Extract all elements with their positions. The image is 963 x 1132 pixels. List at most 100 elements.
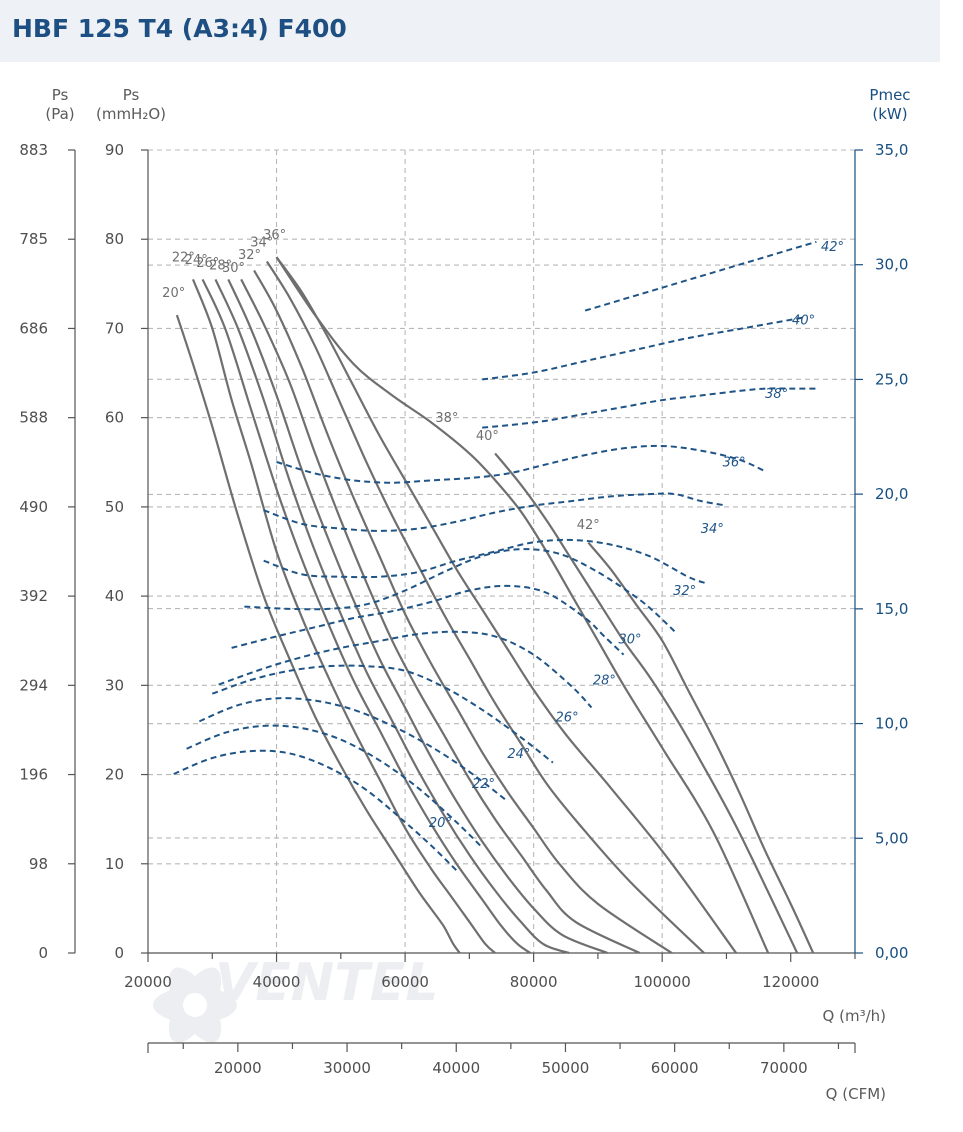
- power-curve: [276, 444, 766, 484]
- left-mmh2o-label: Ps: [123, 86, 140, 104]
- power-curve-label: 22°: [472, 777, 495, 792]
- tick-label-mmh2o: 90: [105, 141, 124, 159]
- power-curve-label: 32°: [673, 584, 696, 599]
- pressure-curve-label: 30°: [222, 261, 245, 276]
- power-curve-label: 20°: [429, 816, 452, 831]
- pressure-curve: [175, 314, 461, 954]
- power-curve: [218, 630, 593, 709]
- power-curve-label: 24°: [507, 747, 530, 762]
- tick-label-mmh2o: 60: [105, 409, 124, 427]
- pressure-curve-label: 34°: [250, 235, 273, 250]
- tick-label-pa: 490: [19, 498, 48, 516]
- title-bar: HBF 125 T4 (A3:4) F400: [0, 0, 940, 62]
- tick-label-mmh2o: 30: [105, 676, 124, 694]
- pressure-curve-label: 26°: [196, 256, 219, 271]
- tick-label-kw: 30,0: [875, 256, 908, 274]
- tick-label-pa: 883: [19, 141, 48, 159]
- power-curve: [211, 664, 554, 764]
- pressure-curve-label: 42°: [577, 518, 600, 533]
- power-curve-label: 26°: [556, 710, 579, 725]
- power-curve: [199, 697, 509, 803]
- watermark-text: VENTEL: [215, 953, 438, 1013]
- tick-label-cfm: 30000: [323, 1059, 371, 1077]
- power-curve-label: 42°: [821, 240, 844, 255]
- power-curve: [482, 387, 817, 429]
- pressure-curve-label: 32°: [238, 248, 261, 263]
- tick-label-pa: 392: [19, 587, 48, 605]
- power-curve-label: 40°: [792, 313, 815, 328]
- left-mmh2o-unit: (mmH₂O): [96, 105, 166, 123]
- page-title: HBF 125 T4 (A3:4) F400: [12, 14, 347, 43]
- grid-lines: [148, 149, 855, 953]
- right-kw-unit: (kW): [872, 105, 907, 123]
- curve-labels: 20°22°24°26°28°30°32°34°36°38°40°42°20°2…: [162, 228, 844, 831]
- tick-label-mmh2o: 10: [105, 855, 124, 873]
- pressure-curve: [214, 278, 570, 955]
- tick-label-m3h: 100000: [634, 973, 691, 991]
- pressure-curve-label: 36°: [263, 228, 286, 243]
- tick-label-cfm: 60000: [651, 1059, 699, 1077]
- tick-label-pa: 785: [19, 230, 48, 248]
- tick-label-m3h: 60000: [381, 973, 429, 991]
- pressure-curve: [201, 278, 532, 954]
- tick-label-pa: 686: [19, 319, 48, 337]
- power-curve: [263, 492, 727, 532]
- pressure-curve-label: 28°: [209, 259, 232, 274]
- power-curve: [231, 584, 625, 656]
- pressure-curve: [275, 256, 770, 954]
- pressure-curve: [265, 260, 705, 954]
- pressure-curve: [191, 278, 496, 954]
- pressure-curve-label: 40°: [476, 429, 499, 444]
- power-curve-label: 28°: [593, 674, 616, 689]
- tick-label-pa: 98: [29, 855, 48, 873]
- power-curve: [482, 316, 804, 381]
- tick-label-cfm: 40000: [432, 1059, 480, 1077]
- left-pa-unit: (Pa): [45, 105, 74, 123]
- fan-icon: [153, 967, 237, 1043]
- power-curve: [263, 538, 708, 585]
- tick-label-kw: 20,0: [875, 485, 908, 503]
- power-curve-label: 30°: [619, 632, 642, 647]
- bottom-m3h-label: Q (m³/h): [823, 1007, 886, 1025]
- tick-label-kw: 10,0: [875, 715, 908, 733]
- power-curve-label: 38°: [765, 387, 788, 402]
- tick-label-mmh2o: 40: [105, 587, 124, 605]
- pressure-curve: [275, 256, 737, 954]
- tick-label-pa: 196: [19, 766, 48, 784]
- power-curves: [173, 240, 817, 872]
- tick-label-m3h: 80000: [510, 973, 558, 991]
- watermark-logo: VENTEL: [153, 953, 438, 1043]
- tick-label-mmh2o: 80: [105, 230, 124, 248]
- pressure-curves: [175, 256, 815, 955]
- tick-label-mmh2o: 20: [105, 766, 124, 784]
- tick-label-m3h: 120000: [762, 973, 819, 991]
- power-curve: [173, 749, 458, 872]
- tick-label-kw: 5,00: [875, 829, 908, 847]
- tick-label-pa: 0: [38, 944, 48, 962]
- tick-label-m3h: 40000: [253, 973, 301, 991]
- tick-label-cfm: 20000: [214, 1059, 262, 1077]
- tick-label-m3h: 20000: [124, 973, 172, 991]
- bottom-cfm-label: Q (CFM): [826, 1085, 886, 1103]
- tick-label-mmh2o: 50: [105, 498, 124, 516]
- pressure-curve: [240, 278, 641, 954]
- pressure-curve-label: 22°: [172, 251, 195, 266]
- power-curve: [186, 724, 483, 849]
- pressure-curve-label: 24°: [185, 253, 208, 268]
- power-curve-label: 36°: [723, 456, 746, 471]
- tick-label-pa: 588: [19, 409, 48, 427]
- tick-label-kw: 0,00: [875, 944, 908, 962]
- left-pa-label: Ps: [52, 86, 69, 104]
- pressure-curve: [587, 541, 815, 954]
- tick-label-kw: 15,0: [875, 600, 908, 618]
- power-curve: [584, 240, 817, 312]
- pressure-curve: [494, 452, 799, 954]
- tick-label-mmh2o: 70: [105, 319, 124, 337]
- tick-label-pa: 294: [19, 676, 48, 694]
- axes: 883 785 686 588 490 392 294 196 98 0 90 80 70 60 50 40 3…: [19, 141, 908, 1077]
- power-curve-label: 34°: [701, 522, 724, 537]
- pressure-curve: [253, 269, 673, 954]
- pressure-curve-label: 38°: [435, 411, 458, 426]
- pressure-curve: [227, 278, 608, 955]
- tick-label-cfm: 70000: [760, 1059, 808, 1077]
